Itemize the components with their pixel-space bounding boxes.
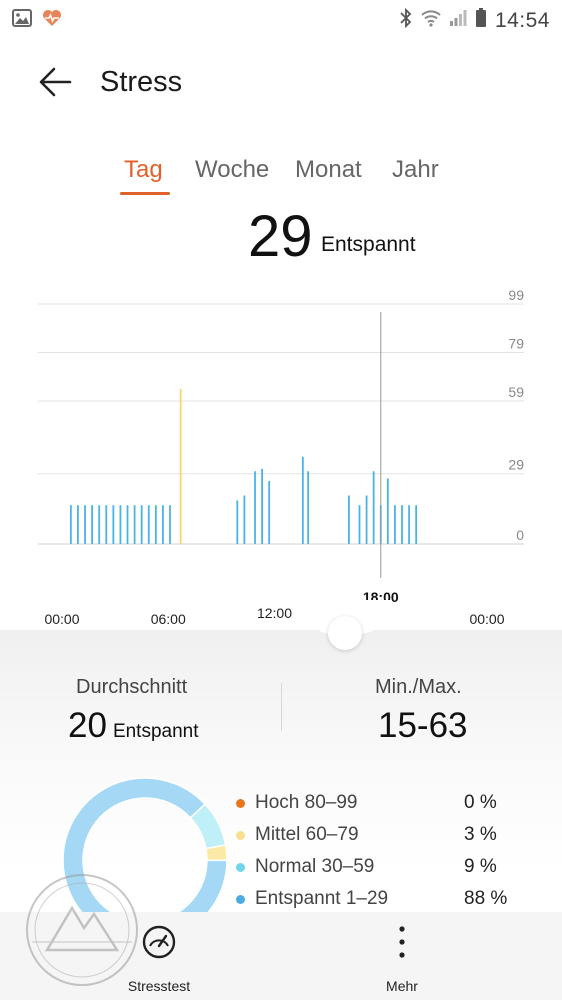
legend-pct-medium: 3 % (464, 824, 497, 845)
tab-week[interactable]: Woche (195, 156, 270, 183)
arrow-left-icon (39, 67, 72, 97)
y-tick-label: 0 (516, 527, 524, 543)
legend-item-medium: Mittel 60–79 3 % (234, 822, 534, 854)
outdoortest-watermark-logo (26, 874, 138, 986)
y-tick-label: 79 (508, 335, 524, 351)
legend-item-high: Hoch 80–99 0 % (234, 790, 534, 822)
legend-label-relaxed: Entspannt 1–29 (255, 888, 389, 909)
average-label: Durchschnitt (76, 676, 188, 698)
x-tick-label: 12:00 (257, 605, 292, 621)
wifi-icon (421, 9, 441, 32)
current-stress-value: 29 (248, 204, 313, 269)
legend-label-medium: Mittel 60–79 (255, 824, 359, 845)
bottom-navigation: Stresstest Mehr (0, 912, 562, 1000)
period-tabs: Tag Woche Monat Jahr (0, 150, 562, 200)
stresstest-button[interactable]: Stresstest (99, 922, 219, 994)
y-tick-label: 59 (508, 384, 524, 400)
stresstest-label: Stresstest (127, 978, 191, 994)
current-stress-state: Entspannt (321, 233, 416, 256)
more-vertical-icon (399, 926, 405, 958)
back-button[interactable] (36, 64, 76, 100)
status-time: 14:54 (494, 8, 550, 32)
gallery-icon (12, 9, 32, 32)
legend-item-relaxed: Entspannt 1–29 88 % (234, 886, 534, 918)
distribution-legend: Hoch 80–99 0 % Mittel 60–79 3 % Normal 3… (234, 790, 534, 918)
page-title: Stress (100, 66, 183, 98)
legend-pct-relaxed: 88 % (464, 888, 508, 909)
summary-panel (0, 630, 562, 920)
time-slider-handle[interactable] (328, 616, 362, 650)
tab-year[interactable]: Jahr (392, 156, 439, 183)
legend-dot-high (236, 799, 245, 808)
battery-icon (475, 8, 487, 33)
y-tick-label: 29 (508, 457, 524, 473)
signal-icon (449, 9, 467, 32)
app-bar: Stress (0, 50, 562, 114)
minmax-value: 15-63 (378, 706, 468, 745)
status-bar: 14:54 (0, 0, 562, 40)
more-label: Mehr (386, 978, 418, 994)
legend-pct-normal: 9 % (464, 856, 497, 877)
average-number: 20 (68, 706, 107, 745)
stat-divider (281, 683, 282, 731)
legend-pct-high: 0 % (464, 792, 497, 813)
legend-dot-normal (236, 863, 245, 872)
legend-label-high: Hoch 80–99 (255, 792, 358, 813)
tab-day[interactable]: Tag (124, 156, 163, 183)
gauge-icon (142, 925, 176, 959)
y-tick-label: 99 (508, 287, 524, 303)
bluetooth-icon (399, 7, 413, 33)
minmax-label: Min./Max. (375, 676, 462, 698)
average-state: Entspannt (112, 721, 199, 742)
legend-dot-medium (236, 831, 245, 840)
average-value: 20 Entspannt (68, 706, 199, 746)
tab-month[interactable]: Monat (295, 156, 362, 183)
active-tab-indicator (120, 192, 170, 195)
x-tick-label: 06:00 (151, 611, 186, 627)
x-tick-label: 00:00 (469, 611, 504, 627)
x-tick-label: 00:00 (44, 611, 79, 627)
legend-dot-relaxed (236, 895, 245, 904)
more-button[interactable]: Mehr (342, 922, 462, 994)
legend-label-normal: Normal 30–59 (255, 856, 375, 877)
health-heart-icon (42, 9, 62, 32)
legend-item-normal: Normal 30–59 9 % (234, 854, 534, 886)
